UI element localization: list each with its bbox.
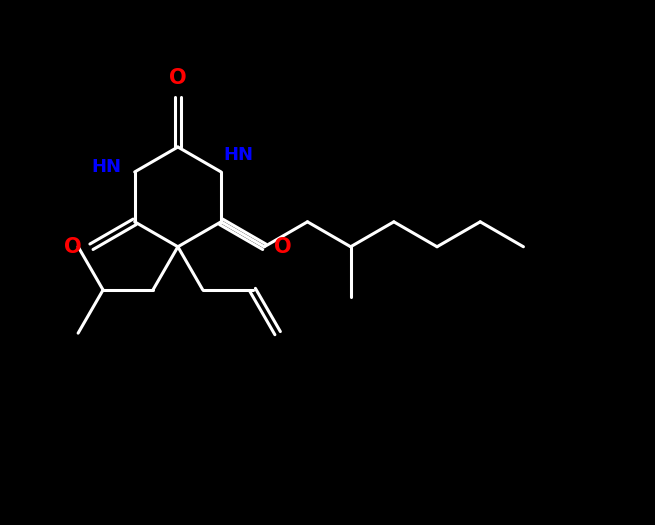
Text: HN: HN [92,158,122,176]
Text: O: O [169,68,187,88]
Text: O: O [64,237,82,257]
Text: HN: HN [224,146,253,164]
Text: O: O [274,237,291,257]
